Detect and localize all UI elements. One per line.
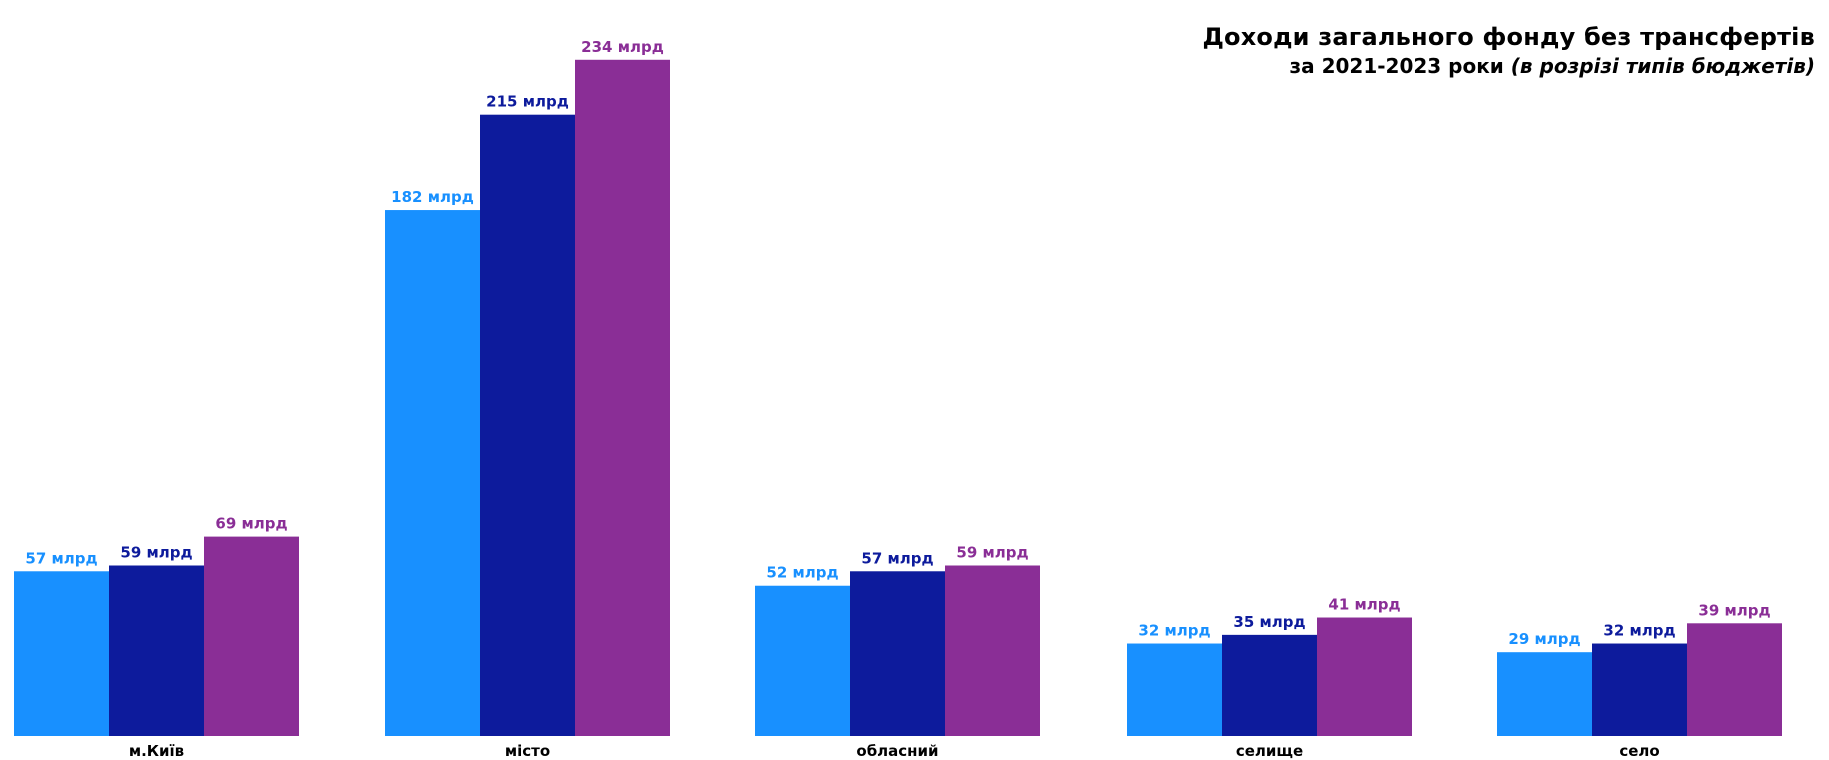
bar-s2023-1	[575, 59, 670, 736]
value-label-s2022-1: 215 млрд	[486, 93, 569, 111]
bar-s2021-1	[385, 210, 480, 737]
bar-s2021-4	[1497, 652, 1592, 736]
value-label-s2023-2: 59 млрд	[956, 544, 1028, 562]
value-label-s2022-0: 59 млрд	[120, 544, 192, 562]
value-label-s2023-0: 69 млрд	[215, 515, 287, 533]
value-label-s2023-3: 41 млрд	[1328, 596, 1400, 614]
chart-title: Доходи загального фонду без трансфертів	[1202, 23, 1815, 51]
value-label-s2021-2: 52 млрд	[766, 564, 838, 582]
category-label-0: м.Київ	[129, 742, 184, 760]
chart-title-block: Доходи загального фонду без трансфертів …	[1202, 22, 1815, 80]
bar-s2021-2	[755, 585, 850, 736]
value-label-s2021-4: 29 млрд	[1508, 630, 1580, 648]
value-label-s2021-0: 57 млрд	[25, 549, 97, 567]
bar-s2023-4	[1687, 623, 1782, 736]
value-label-s2022-4: 32 млрд	[1603, 622, 1675, 640]
bar-s2021-3	[1127, 643, 1222, 736]
category-label-4: село	[1619, 742, 1659, 760]
bar-s2022-4	[1592, 643, 1687, 736]
category-label-2: обласний	[856, 742, 938, 760]
value-label-s2023-4: 39 млрд	[1698, 601, 1770, 619]
bar-s2022-1	[480, 114, 575, 737]
category-label-1: місто	[505, 742, 550, 760]
bar-s2023-2	[945, 565, 1040, 736]
value-label-s2021-3: 32 млрд	[1138, 622, 1210, 640]
bar-s2022-3	[1222, 634, 1317, 736]
value-label-s2023-1: 234 млрд	[581, 38, 664, 56]
chart-subtitle-italic: (в розрізі типів бюджетів)	[1510, 54, 1815, 78]
bar-s2021-0	[14, 571, 109, 736]
bar-s2023-3	[1317, 617, 1412, 736]
chart-subtitle-main: за 2021-2023 роки	[1289, 54, 1504, 78]
bar-s2023-0	[204, 536, 299, 736]
bar-s2022-0	[109, 565, 204, 736]
value-label-s2021-1: 182 млрд	[391, 188, 474, 206]
bars-layer	[14, 59, 1782, 737]
category-label-3: селище	[1236, 742, 1303, 760]
chart-subtitle: за 2021-2023 роки (в розрізі типів бюдже…	[1202, 52, 1815, 80]
value-label-s2022-3: 35 млрд	[1233, 613, 1305, 631]
value-labels-layer: 57 млрд 59 млрд 69 млрд 182 млрд 215 млрд 234…	[25, 38, 1770, 648]
bar-s2022-2	[850, 571, 945, 736]
category-labels-layer: м.Київ місто обласний селище село	[129, 742, 1660, 760]
value-label-s2022-2: 57 млрд	[861, 549, 933, 567]
